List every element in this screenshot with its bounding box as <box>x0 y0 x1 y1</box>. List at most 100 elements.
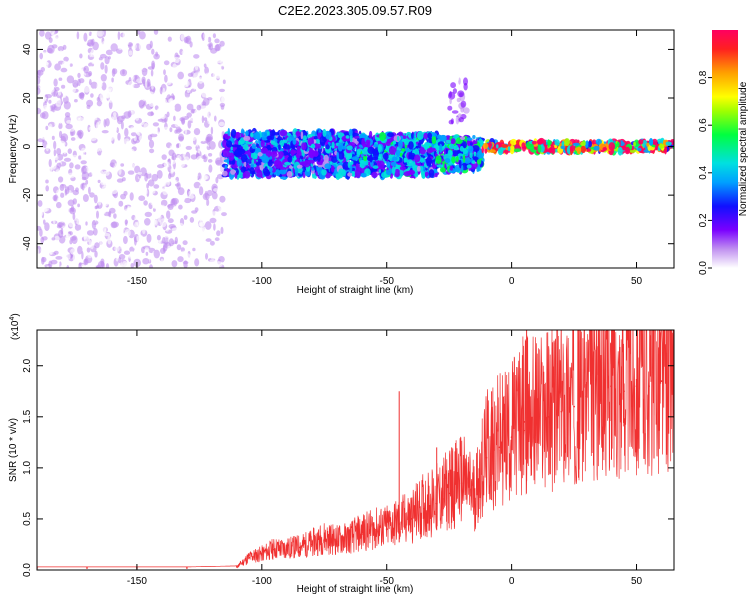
spectrogram-cell <box>391 166 396 175</box>
spectrogram-cell <box>37 248 40 257</box>
spectrogram-cell <box>463 82 468 91</box>
spectrogram-cell <box>102 40 109 47</box>
spectrogram-cell <box>313 156 318 162</box>
spectrogram-cell <box>427 132 433 140</box>
spectrogram-cell <box>421 173 426 179</box>
snr-ytick-label: 0.0 <box>22 563 33 577</box>
spectrogram-cell <box>195 173 199 180</box>
spectrogram-cell <box>219 132 222 139</box>
spectrogram-cell <box>471 160 476 164</box>
spectrogram-panel: -150 -100 -50 0 50 -40 -20 0 20 40 Height of stra… <box>8 29 675 296</box>
spectrogram-cell <box>416 165 421 172</box>
spectrogram-cell <box>202 175 209 180</box>
snr-point <box>310 543 313 546</box>
spectrogram-cell <box>473 151 477 157</box>
spectrogram-cell <box>45 94 52 99</box>
spectrogram-cell <box>261 136 269 141</box>
spectrogram-cell <box>167 179 171 186</box>
spectrogram-cell <box>215 157 223 166</box>
spectrogram-cell <box>111 116 114 125</box>
spectrogram-cell <box>187 176 190 184</box>
spectrogram-cell <box>59 50 63 55</box>
spectrogram-cell <box>434 172 438 178</box>
spectrogram-cell <box>174 118 180 128</box>
spectrogram-cell <box>194 118 200 122</box>
spectrogram-cell <box>129 222 134 226</box>
spectrogram-cell <box>149 222 156 228</box>
spectrogram-cell <box>43 129 48 136</box>
snr-point <box>560 410 563 413</box>
spectrogram-cell <box>424 171 429 177</box>
spectrogram-cell <box>177 71 184 80</box>
spectrogram-cell <box>466 140 471 146</box>
spectrogram-cell <box>70 137 76 141</box>
spectrogram-region <box>480 137 674 156</box>
spectrogram-cell <box>38 95 46 103</box>
snr-point <box>385 528 388 530</box>
spectrogram-cell <box>76 219 82 226</box>
spectrogram-cell <box>90 81 98 90</box>
spectrogram-cell <box>78 105 84 112</box>
spectrogram-cell <box>388 146 396 155</box>
snr-ytick-label: 2.0 <box>22 358 33 372</box>
spectrogram-cell <box>488 141 492 149</box>
colorbar-label: Normalized spectral amplitude <box>738 81 749 216</box>
spectrogram-cell <box>208 164 213 173</box>
spectrogram-cell <box>135 155 141 160</box>
spectrogram-cell <box>116 178 124 183</box>
spectrogram-cell <box>142 258 150 265</box>
spectrogram-cell <box>257 158 263 163</box>
spectrogram-cell <box>54 111 62 118</box>
spectrogram-cell <box>482 142 489 150</box>
spectrogram-cell <box>207 117 212 125</box>
spectrogram-cell <box>364 160 369 166</box>
spectrogram-cell <box>129 163 136 172</box>
spectrogram-cell <box>76 117 81 127</box>
spectrogram-cell <box>230 169 236 175</box>
spectrogram-cell <box>178 133 185 142</box>
spectrogram-cell <box>231 144 238 148</box>
spectrogram-cell <box>363 154 368 162</box>
spectrogram-cell <box>655 142 658 151</box>
snr-xtick-label: 50 <box>631 576 643 587</box>
spectrogram-cell <box>116 139 122 143</box>
spectrogram-ylabel: Frequency (Hz) <box>8 115 19 184</box>
spectrogram-cell <box>37 200 43 207</box>
spectrogram-cell <box>129 30 136 35</box>
spectrogram-cell <box>183 96 192 101</box>
spectrogram-cell <box>204 66 210 75</box>
spectrogram-cell <box>274 138 278 143</box>
spectrogram-cell <box>278 144 281 151</box>
spectrogram-cell <box>146 165 153 174</box>
spectrogram-cell <box>150 111 154 116</box>
spectrogram-cell <box>137 61 142 70</box>
spectrogram-cell <box>105 263 110 268</box>
spectrogram-cell <box>180 30 184 35</box>
spectrogram-cell <box>394 168 401 178</box>
snr-point <box>248 556 251 559</box>
spectrogram-ytick-label: -20 <box>22 187 33 202</box>
spectrogram-cell <box>80 153 87 160</box>
spectrogram-cell <box>134 236 137 246</box>
spectrogram-cell <box>111 77 114 83</box>
spectrogram-cell <box>162 237 166 244</box>
spectrogram-cell <box>65 229 69 239</box>
spectrogram-cell <box>111 68 116 77</box>
spectrogram-cell <box>348 128 353 137</box>
spectrogram-cell <box>299 155 304 160</box>
spectrogram-cell <box>160 179 167 187</box>
spectrogram-cell <box>189 41 193 48</box>
spectrogram-cell <box>211 192 218 200</box>
spectrogram-cell <box>119 212 128 219</box>
spectrogram-cell <box>89 114 93 118</box>
spectrogram-cell <box>53 250 59 255</box>
spectrogram-cell <box>184 197 192 204</box>
snr-point <box>585 395 588 398</box>
spectrogram-cell <box>208 102 217 106</box>
spectrogram-cell <box>111 232 115 241</box>
spectrogram-cell <box>65 206 70 216</box>
spectrogram-cell <box>183 36 189 44</box>
spectrogram-cell <box>521 142 526 149</box>
spectrogram-cell <box>224 164 228 169</box>
spectrogram-cell <box>268 167 273 173</box>
